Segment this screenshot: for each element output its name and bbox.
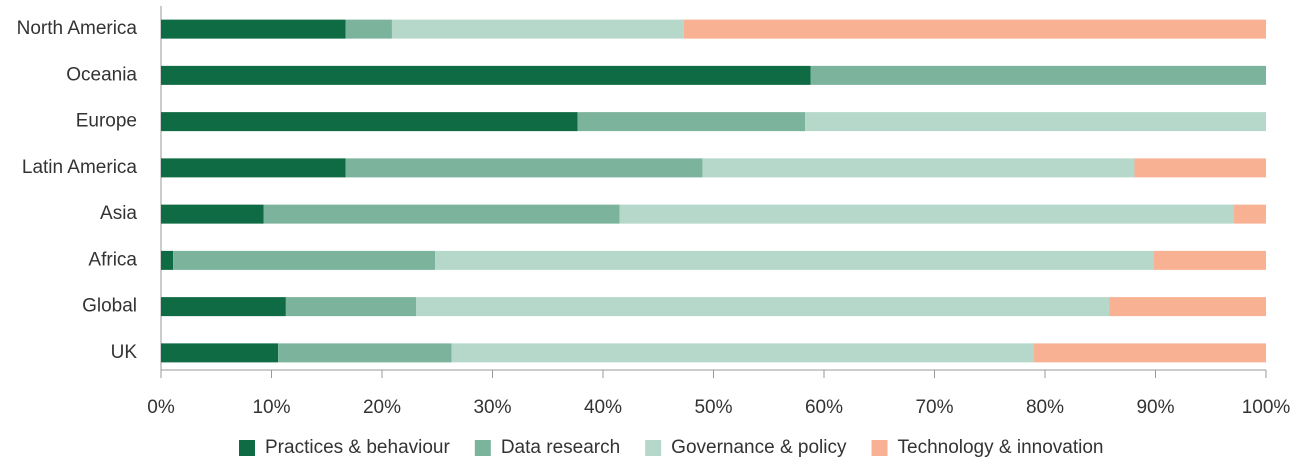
bar-segment — [435, 250, 1154, 270]
bar-segment — [161, 297, 286, 317]
bar-segment — [173, 250, 436, 270]
bar-segment — [161, 158, 346, 178]
bar-segment — [1109, 297, 1266, 317]
bar-segment — [702, 158, 1135, 178]
bar-segment — [285, 297, 417, 317]
bar-segment — [391, 19, 684, 39]
x-tick-label: 100% — [1242, 397, 1291, 418]
x-tick-label: 80% — [1026, 397, 1064, 418]
x-tick-label: 90% — [1136, 397, 1174, 418]
legend-swatch — [474, 440, 491, 456]
legend-label: Governance & policy — [671, 437, 847, 458]
x-tick-label: 70% — [915, 397, 953, 418]
legend-label: Data research — [501, 437, 620, 458]
x-tick-label: 10% — [252, 397, 290, 418]
x-tick-label: 40% — [584, 397, 622, 418]
bar-segment — [451, 343, 1034, 363]
bar-segment — [805, 112, 1266, 132]
bar-segment — [161, 250, 174, 270]
x-tick-label: 0% — [147, 397, 175, 418]
bar-segment — [683, 19, 1266, 39]
legend-label: Practices & behaviour — [265, 437, 450, 458]
bar-segment — [1153, 250, 1266, 270]
legend-swatch — [871, 440, 888, 456]
x-tick-label: 20% — [363, 397, 401, 418]
bar-segment — [345, 19, 392, 39]
y-tick-label: Africa — [88, 249, 137, 270]
bar-segment — [161, 65, 811, 85]
legend-label: Technology & innovation — [898, 437, 1104, 458]
y-tick-label: Oceania — [66, 64, 137, 85]
bar-segment — [161, 204, 264, 224]
y-tick-label: Asia — [100, 203, 137, 224]
x-tick-label: 60% — [805, 397, 843, 418]
x-tick-label: 30% — [473, 397, 511, 418]
x-tick-label: 50% — [694, 397, 732, 418]
bar-segment — [161, 343, 279, 363]
y-tick-label: UK — [111, 342, 138, 363]
bar-segment — [345, 158, 703, 178]
bar-segment — [278, 343, 452, 363]
y-tick-label: North America — [17, 18, 138, 39]
y-tick-label: Global — [82, 296, 137, 317]
bar-segment — [1233, 204, 1266, 224]
legend-swatch — [645, 440, 662, 456]
bar-segment — [1134, 158, 1266, 178]
bar-segment — [416, 297, 1110, 317]
y-tick-label: Europe — [76, 111, 137, 132]
bar-segment — [1033, 343, 1266, 363]
bar-segment — [263, 204, 620, 224]
bar-segment — [577, 112, 806, 132]
bar-segment — [161, 112, 578, 132]
legend-swatch — [239, 440, 255, 456]
bar-segment — [161, 19, 346, 39]
bar-segment — [619, 204, 1234, 224]
y-tick-label: Latin America — [22, 157, 138, 178]
bar-segment — [810, 65, 1266, 85]
